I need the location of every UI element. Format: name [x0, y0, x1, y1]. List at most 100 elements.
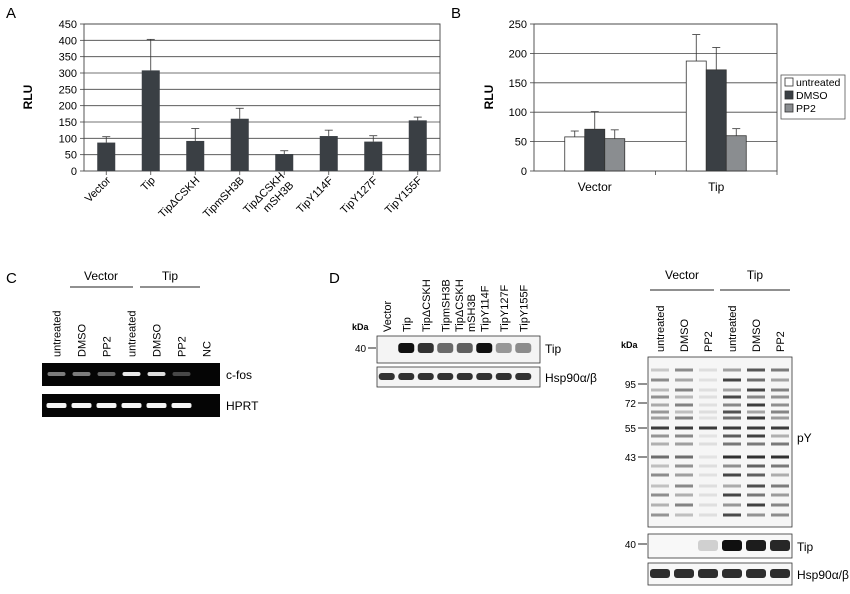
blot-d2-py-band — [723, 484, 741, 488]
chart-b-bar — [584, 128, 606, 172]
blot-d2-hsp-band — [650, 569, 670, 578]
blot-d2-py-band — [747, 378, 765, 382]
blot-d1-hsp-band — [378, 373, 395, 380]
blot-d2-py-band — [771, 426, 789, 430]
blot-d2-py-band — [747, 368, 765, 372]
blot-d2-tip-marker-label: 40 — [625, 540, 637, 551]
blot-d2-py-band — [699, 403, 717, 407]
chart-a: RLU 0 50 100 150 200 250 300 350 400 450 Vector Tip… — [21, 19, 441, 225]
gel-c-hprt-band — [71, 403, 92, 408]
blot-d2-py-band — [747, 410, 765, 414]
blot-d2-py-band — [747, 442, 765, 446]
blot-d2-py-band — [723, 368, 741, 372]
blot-d2-lane-label: DMSO — [679, 319, 691, 352]
blot-d2-py-band — [747, 455, 765, 459]
blot-d2-py-band — [771, 388, 789, 392]
gel-c-cfos-band — [147, 372, 166, 376]
blot-d2-band-label: Hsp90α/β — [797, 568, 849, 582]
gel-c-group-label: Tip — [162, 269, 179, 283]
blot-d2-py-band — [771, 403, 789, 407]
blot-d2-py-band — [699, 513, 717, 517]
blot-d2-py-band — [771, 484, 789, 488]
blot-d2-py-band — [651, 395, 669, 399]
blot-d2-py-band — [771, 368, 789, 372]
blot-d2-py-band — [723, 503, 741, 507]
blot-d2-py-band — [747, 464, 765, 468]
blot-d1-lane-label: TipY127F — [499, 284, 511, 332]
blot-d2-py-band — [771, 434, 789, 438]
blot-d2-py-band — [747, 403, 765, 407]
chart-a-x-tick-label-line: TipY114F — [295, 174, 337, 216]
blot-d2-tip-band — [746, 540, 766, 551]
blot-d1-tip-band — [456, 343, 473, 353]
blot-d1-lane-label: TipY114F — [479, 285, 491, 332]
blot-d2-marker-label: 95 — [625, 380, 637, 391]
chart-a-y-tick-label: 450 — [59, 19, 77, 31]
blot-d2-py-band — [699, 473, 717, 477]
gel-c-cfos-band — [72, 372, 91, 376]
chart-a-x-tick-label: TipΔCSKHmSH3B — [241, 170, 296, 225]
blot-d2-py-band — [771, 416, 789, 420]
blot-d2-py-band — [651, 410, 669, 414]
blot-d2-py-band — [747, 416, 765, 420]
chart-a-x-tick-label: Tip — [139, 175, 158, 194]
blot-d2-py-band — [699, 426, 717, 430]
blot-d1-lane-label-line: mSH3B — [466, 294, 478, 332]
blot-d2-py-band — [651, 455, 669, 459]
blot-d2-marker-label: 55 — [625, 424, 637, 435]
blot-d1-hsp-band — [456, 373, 473, 380]
chart-a-x-tick-label-line: TipmSH3B — [201, 175, 247, 221]
chart-a-x-tick-label: TipY127F — [338, 174, 380, 216]
chart-a-bar — [141, 70, 160, 171]
blot-d2-hsp-band — [746, 569, 766, 578]
blot-d2-py-band — [723, 442, 741, 446]
gel-c: Vector Tip untreated DMSO PP2 untreated DMSO PP… — [42, 269, 259, 417]
chart-a-plot-area — [83, 23, 441, 172]
blot-d2-lane-label: PP2 — [775, 331, 787, 352]
chart-b-y-tick-label: 150 — [509, 78, 527, 90]
panel-letter-c: C — [6, 270, 17, 287]
gel-c-cfos-band — [122, 372, 141, 376]
blot-d2-py-band — [699, 410, 717, 414]
chart-a-y-tick-label: 0 — [71, 166, 77, 178]
blot-d2-py-band — [675, 395, 693, 399]
chart-a-x-tick-label-line: TipΔCSKH — [157, 175, 203, 221]
blot-d2-lane-label: untreated — [727, 306, 739, 352]
chart-b-legend-label: PP2 — [796, 103, 816, 115]
chart-b-bar — [705, 69, 727, 172]
blot-d2-py-band — [699, 484, 717, 488]
blot-d2-py-band — [699, 368, 717, 372]
blot-d2-hsp-band — [770, 569, 790, 578]
blot-d2-tip-membrane — [647, 533, 793, 559]
blot-d1-hsp-band — [437, 373, 454, 380]
blot-d2-py-band — [771, 442, 789, 446]
blot-d2-py-band — [675, 442, 693, 446]
blot-d2-py-band — [675, 473, 693, 477]
chart-b-legend-label: DMSO — [796, 90, 828, 102]
blot-d1-lane-label: Tip — [401, 317, 413, 332]
gel-c-hprt-band — [146, 403, 167, 408]
chart-a-bar — [275, 154, 294, 171]
gel-c-hprt-band — [121, 403, 142, 408]
chart-a-y-tick-label: 50 — [65, 150, 77, 162]
blot-d1-tip-band — [417, 343, 434, 353]
blot-d2-lane-label: untreated — [655, 306, 667, 352]
blot-d2-py-band — [723, 464, 741, 468]
gel-c-cfos-band — [47, 372, 66, 376]
chart-a-bar — [97, 142, 116, 171]
blot-d2-py-band — [675, 416, 693, 420]
blot-d2-py-band — [651, 434, 669, 438]
chart-a-bar — [186, 140, 205, 171]
blot-d1-lane-label: TipY155F — [518, 284, 530, 332]
gel-c-group-label: Vector — [84, 269, 118, 283]
blot-d2-py-band — [651, 403, 669, 407]
blot-d2-py-band — [675, 513, 693, 517]
blot-d1-tip-band — [437, 343, 454, 353]
chart-a-bar — [364, 141, 383, 171]
chart-b-bar — [685, 60, 707, 172]
blot-d2-py-membrane — [647, 356, 793, 528]
blot-d2-py-band — [723, 410, 741, 414]
blot-d2-hsp-band — [674, 569, 694, 578]
chart-b-x-tick-label: Vector — [578, 180, 612, 194]
blot-d1-lane-label: Vector — [382, 300, 394, 332]
